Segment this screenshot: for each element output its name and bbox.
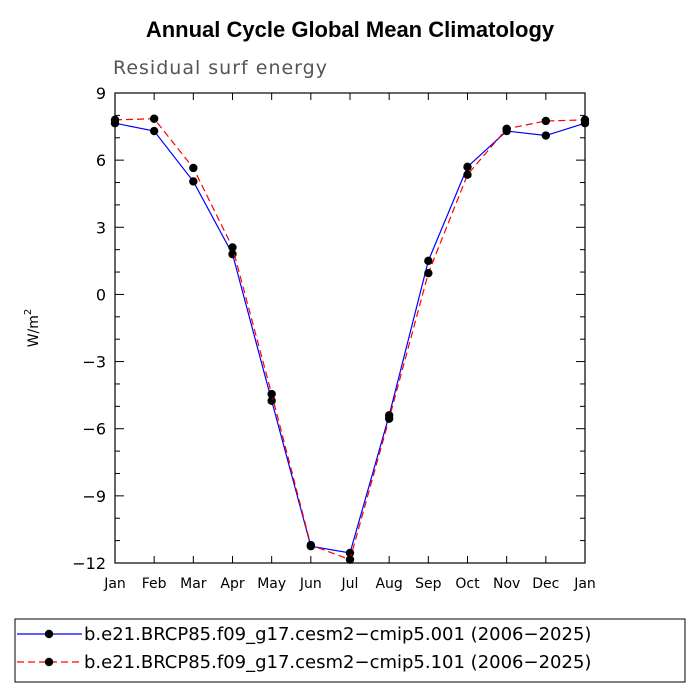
chart-title: Annual Cycle Global Mean Climatology — [146, 17, 555, 42]
data-point — [189, 177, 198, 186]
y-tick-label: −12 — [72, 554, 106, 573]
data-point — [384, 414, 394, 423]
legend-entry-1: b.e21.BRCP85.f09_g17.cesm2−cmip5.001 (20… — [17, 624, 591, 645]
legend-entries: b.e21.BRCP85.f09_g17.cesm2−cmip5.001 (20… — [17, 624, 591, 673]
data-point — [541, 116, 551, 126]
series-layer — [110, 114, 590, 564]
legend-box — [14, 618, 686, 683]
x-tick-label: Feb — [142, 576, 167, 592]
series-line — [114, 118, 586, 561]
x-tick-label: Nov — [493, 576, 520, 592]
x-tick-label: Mar — [180, 576, 207, 592]
series-1 — [110, 119, 590, 558]
y-tick-labels: 9 6 3 0 −3 −6 −9 −12 — [72, 84, 106, 573]
data-point — [463, 162, 472, 172]
svg-text:W/m2: W/m2 — [23, 309, 42, 348]
x-tick-label: Aug — [375, 576, 402, 592]
data-point — [228, 243, 237, 252]
data-point — [502, 124, 511, 134]
data-point — [345, 548, 355, 558]
x-tick-label: Jul — [341, 576, 359, 592]
y-axis-label-text: W/m — [26, 315, 42, 347]
y-tick-label: −3 — [82, 353, 106, 372]
x-tick-label: Dec — [532, 576, 559, 592]
legend: b.e21.BRCP85.f09_g17.cesm2−cmip5.001 (20… — [14, 618, 686, 683]
data-point — [306, 540, 316, 550]
x-tick-label: May — [257, 576, 286, 592]
series-line — [114, 122, 586, 554]
legend-label: b.e21.BRCP85.f09_g17.cesm2−cmip5.101 (20… — [84, 652, 591, 673]
data-point — [149, 114, 159, 123]
plot-frame — [114, 92, 586, 564]
legend-label: b.e21.BRCP85.f09_g17.cesm2−cmip5.001 (20… — [84, 624, 591, 645]
x-tick-label: Jun — [299, 576, 322, 592]
legend-marker — [44, 629, 54, 639]
y-tick-label: −9 — [82, 487, 106, 506]
data-point — [424, 268, 433, 278]
chart-subtitle: Residual surf energy — [113, 57, 328, 79]
data-point — [267, 396, 276, 405]
y-tick-label: −6 — [82, 420, 106, 439]
y-tick-label: 6 — [96, 151, 106, 170]
data-point — [267, 389, 276, 399]
data-point — [345, 555, 355, 564]
series-2 — [110, 114, 590, 564]
x-tick-label: Jan — [573, 576, 596, 592]
x-tick-label: Sep — [415, 576, 442, 592]
x-tick-label: Jan — [103, 576, 126, 592]
y-tick-label: 3 — [96, 218, 106, 237]
y-axis-label: W/m2 — [23, 309, 42, 348]
data-point — [463, 170, 472, 179]
legend-entry-2: b.e21.BRCP85.f09_g17.cesm2−cmip5.101 (20… — [17, 652, 591, 673]
y-axis-label-superscript: 2 — [23, 309, 34, 315]
data-point — [541, 131, 551, 140]
ticks-layer — [114, 92, 586, 564]
data-point — [189, 163, 198, 173]
y-tick-label: 0 — [96, 285, 106, 304]
x-tick-label: Apr — [220, 576, 244, 592]
x-tick-label: Oct — [455, 576, 480, 592]
legend-marker — [44, 657, 54, 667]
x-tick-labels: Jan Feb Mar Apr May Jun Jul Aug Sep Oct Nov Dec Jan — [103, 576, 596, 592]
data-point — [424, 256, 433, 266]
data-point — [149, 126, 159, 136]
y-tick-label: 9 — [96, 84, 106, 103]
